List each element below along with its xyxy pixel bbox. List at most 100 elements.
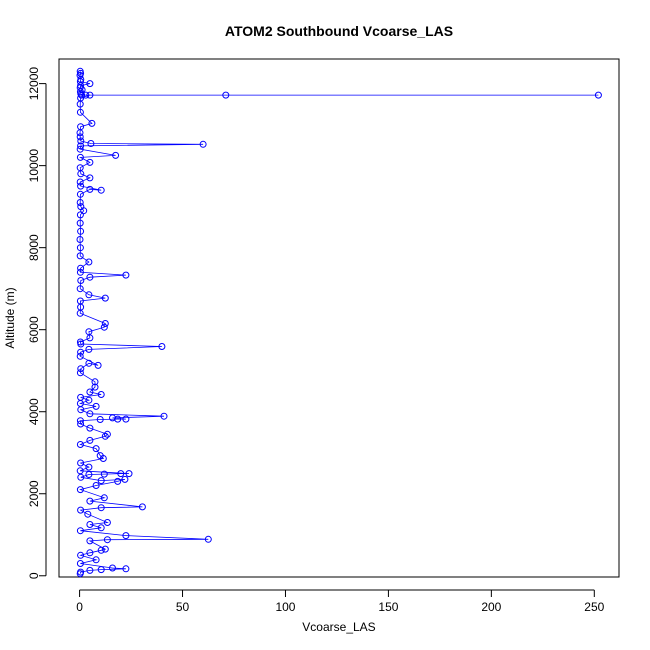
data-point (138, 503, 146, 511)
data-point (76, 244, 84, 252)
data-point (114, 415, 122, 423)
data-point (122, 532, 130, 540)
data-point (76, 467, 84, 475)
data-point (114, 477, 122, 485)
data-point (76, 268, 84, 276)
data-point (594, 91, 602, 99)
data-point (100, 323, 108, 331)
data-point (76, 527, 84, 535)
y-tick-label: 6000 (27, 316, 41, 343)
data-point (76, 129, 84, 137)
chart-title: ATOM2 Southbound Vcoarse_LAS (225, 23, 453, 39)
data-point (160, 412, 168, 420)
data-point (77, 473, 85, 481)
data-point (80, 207, 88, 215)
x-tick-label: 150 (378, 600, 398, 614)
data-point (76, 236, 84, 243)
data-point (199, 140, 207, 148)
data-point (85, 463, 93, 471)
data-point (77, 264, 85, 272)
data-point (97, 186, 105, 194)
data-point (76, 369, 84, 377)
data-point (92, 556, 100, 564)
plot-frame (58, 58, 620, 578)
data-point (101, 320, 109, 327)
data-point (100, 494, 108, 502)
data-point (76, 285, 84, 293)
data-point (92, 402, 100, 410)
x-tick-label: 50 (176, 600, 190, 614)
data-point (86, 424, 94, 432)
y-axis: 0 2000 4000 6000 8000 10000 12000 (27, 67, 47, 579)
x-tick-label: 100 (275, 600, 295, 614)
data-point (85, 396, 93, 404)
data-point (76, 153, 84, 161)
data-point (77, 506, 85, 514)
data-point (86, 80, 94, 88)
data-point (76, 190, 84, 198)
data-point (78, 86, 86, 94)
data-point (85, 345, 93, 353)
data-point (86, 566, 94, 574)
data-point (86, 549, 94, 557)
data-point (97, 504, 105, 512)
data-point (125, 470, 133, 478)
data-point (103, 536, 111, 544)
data-point (76, 108, 84, 116)
data-point (112, 151, 120, 159)
data-point (76, 199, 84, 206)
data-point (77, 551, 85, 559)
data-point (86, 497, 94, 505)
data-point (76, 417, 84, 425)
data-point (76, 352, 84, 360)
series-line (78, 71, 599, 574)
data-point (77, 277, 85, 284)
data-point (77, 170, 85, 178)
x-tick-label: 200 (481, 600, 501, 614)
data-point (76, 309, 84, 317)
data-point (76, 486, 84, 494)
y-tick-label: 4000 (27, 398, 41, 425)
data-point (86, 521, 94, 528)
data-point (222, 91, 230, 99)
data-point (86, 436, 94, 444)
data-point (91, 383, 99, 391)
x-tick-label: 0 (76, 600, 83, 614)
data-point (88, 119, 96, 127)
x-tick-label: 250 (584, 600, 604, 614)
y-tick-label: 2000 (27, 480, 41, 507)
data-point (122, 565, 130, 573)
data-point (77, 365, 85, 373)
x-axis: 0 50 100 150 200 250 (76, 589, 605, 614)
data-point (109, 564, 116, 572)
data-point (76, 560, 84, 567)
data-point (103, 519, 111, 526)
series-layer (76, 67, 602, 578)
data-point (76, 219, 84, 227)
data-point (97, 391, 105, 398)
data-point (85, 359, 93, 367)
data-point (101, 294, 109, 302)
data-point (101, 432, 109, 440)
y-tick-label: 12000 (27, 67, 41, 101)
data-point (77, 348, 85, 356)
data-point (77, 142, 85, 150)
y-tick-label: 0 (27, 572, 41, 579)
data-point (86, 410, 94, 418)
data-point (87, 140, 95, 147)
data-point (96, 416, 104, 423)
data-point (86, 185, 94, 193)
data-point (76, 133, 84, 141)
data-point (97, 546, 105, 554)
x-axis-label: Vcoarse_LAS (302, 620, 375, 634)
data-point (76, 100, 84, 108)
data-point (76, 441, 84, 448)
data-point (97, 524, 105, 532)
data-point (84, 510, 92, 518)
data-point (76, 211, 84, 219)
data-point (122, 271, 130, 279)
data-point (77, 137, 85, 145)
data-point (85, 471, 93, 478)
data-point (77, 182, 85, 190)
